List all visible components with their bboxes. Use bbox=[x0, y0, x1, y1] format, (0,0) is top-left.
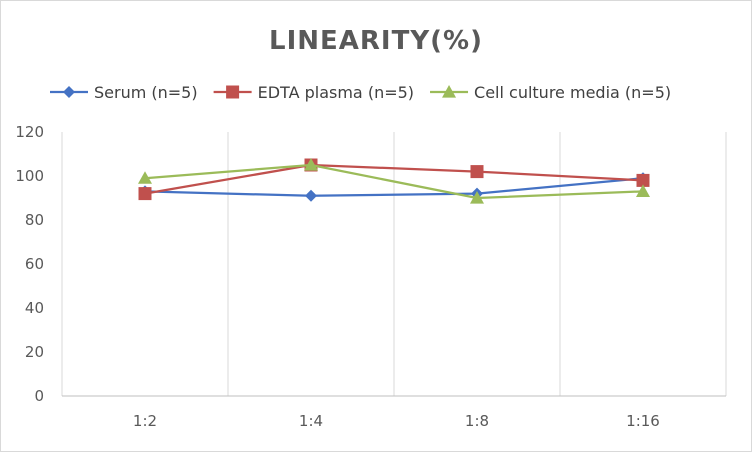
series-2 bbox=[138, 158, 650, 204]
legend-label: Cell culture media (n=5) bbox=[474, 83, 671, 102]
legend-item: Serum (n=5) bbox=[50, 83, 198, 102]
y-axis: 0 20 40 60 80 100 120 bbox=[15, 123, 44, 405]
legend: Serum (n=5) EDTA plasma (n=5) Cell culture… bbox=[50, 83, 671, 102]
x-axis: 1:2 1:4 1:8 1:16 bbox=[133, 412, 660, 430]
data-point bbox=[636, 184, 650, 197]
plot-area bbox=[138, 158, 650, 204]
data-point bbox=[138, 171, 152, 184]
data-point bbox=[636, 173, 650, 187]
y-tick-label: 100 bbox=[15, 167, 44, 185]
y-tick-label: 120 bbox=[15, 123, 44, 141]
data-point bbox=[470, 165, 484, 179]
y-tick-label: 80 bbox=[25, 211, 44, 229]
gridlines bbox=[61, 132, 727, 397]
y-tick-label: 60 bbox=[25, 255, 44, 273]
legend-item: EDTA plasma (n=5) bbox=[213, 83, 414, 102]
x-tick-label: 1:2 bbox=[133, 412, 157, 430]
y-tick-label: 0 bbox=[34, 387, 44, 405]
legend-marker bbox=[63, 86, 75, 98]
legend-marker bbox=[442, 85, 457, 98]
chart-title: LINEARITY(%) bbox=[269, 26, 483, 56]
data-point bbox=[304, 158, 318, 171]
x-tick-label: 1:4 bbox=[299, 412, 323, 430]
y-tick-label: 40 bbox=[25, 299, 44, 317]
x-tick-label: 1:16 bbox=[626, 412, 660, 430]
data-point bbox=[138, 187, 152, 201]
x-tick-label: 1:8 bbox=[465, 412, 489, 430]
legend-label: Serum (n=5) bbox=[94, 83, 198, 102]
series-line bbox=[144, 163, 644, 195]
series-line bbox=[144, 163, 644, 200]
legend-label: EDTA plasma (n=5) bbox=[258, 83, 414, 102]
data-point bbox=[470, 191, 484, 204]
legend-marker bbox=[226, 85, 240, 99]
series-line bbox=[144, 177, 644, 197]
data-point bbox=[305, 189, 317, 202]
y-tick-label: 20 bbox=[25, 343, 44, 361]
legend-item: Cell culture media (n=5) bbox=[430, 83, 671, 102]
